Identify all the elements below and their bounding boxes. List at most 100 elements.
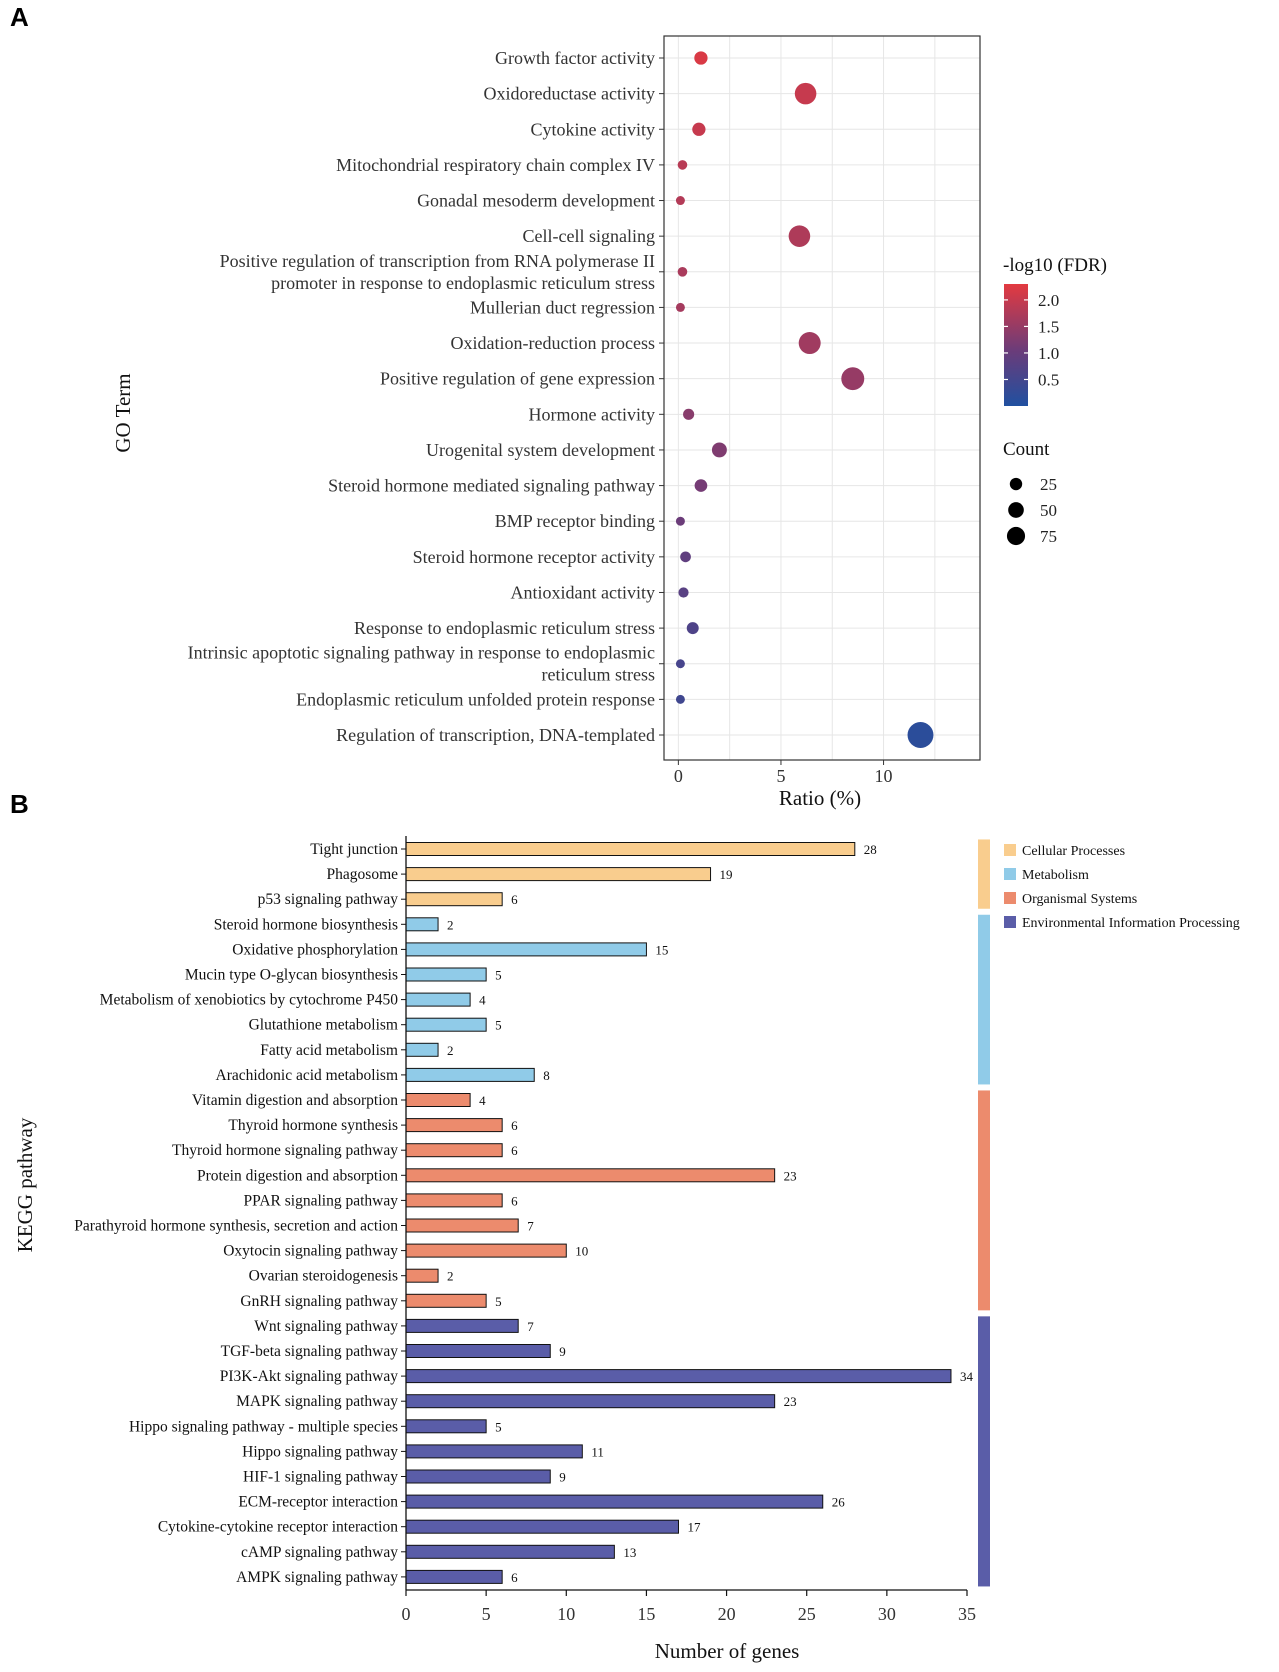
go-term-label: Endoplasmic reticulum unfolded protein r… (296, 689, 655, 709)
kegg-pathway-label: Cytokine-cytokine receptor interaction (158, 1519, 398, 1536)
kegg-pathway-label: Hippo signaling pathway - multiple speci… (129, 1418, 398, 1435)
go-term-label: Regulation of transcription, DNA-templat… (336, 725, 655, 745)
go-bubble (798, 332, 821, 355)
go-term-label: Growth factor activity (495, 48, 655, 68)
go-bubble (680, 551, 691, 563)
kegg-x-ticks: 0 5 10 15 20 25 30 35 (402, 1590, 976, 1624)
go-bubble (677, 160, 688, 170)
go-bubble (675, 659, 685, 669)
kegg-value-label: 2 (447, 1269, 454, 1284)
kegg-legend-label: Environmental Information Processing (1022, 916, 1240, 931)
go-term-labels: Growth factor activity Oxidoreductase act… (188, 48, 664, 745)
go-term-label: Oxidoreductase activity (484, 84, 655, 104)
count-legend-label: 75 (1040, 527, 1057, 546)
kegg-pathway-label: Phagosome (327, 866, 399, 883)
kegg-category-legend: Cellular Processes Metabolism Organismal S… (1004, 844, 1240, 931)
go-y-axis-title: GO Term (111, 373, 135, 452)
kegg-bar (405, 992, 471, 1007)
kegg-category-strip (978, 914, 990, 1085)
go-bubble-chart: Growth factor activity Oxidoreductase act… (111, 35, 1107, 810)
go-term-label: Mitochondrial respiratory chain complex … (336, 155, 655, 175)
kegg-legend-swatch (1004, 892, 1016, 904)
go-term-label: promoter in response to endoplasmic reti… (271, 273, 655, 293)
count-legend-dot (1008, 502, 1024, 518)
go-bubble (683, 408, 695, 420)
kegg-bar (405, 1118, 503, 1133)
kegg-x-tick-label: 0 (402, 1604, 411, 1624)
go-term-label: Antioxidant activity (511, 582, 655, 602)
kegg-value-label: 26 (832, 1495, 846, 1510)
kegg-bar (405, 1293, 487, 1308)
go-bubble (675, 302, 685, 312)
kegg-value-label: 7 (527, 1219, 534, 1234)
kegg-bar (405, 892, 503, 907)
kegg-pathway-label: ECM-receptor interaction (238, 1494, 398, 1511)
count-legend-label: 50 (1040, 501, 1057, 520)
kegg-pathway-label: Glutathione metabolism (249, 1017, 398, 1034)
kegg-pathway-label: MAPK signaling pathway (236, 1393, 398, 1410)
fdr-tick-label: 2.0 (1038, 291, 1059, 310)
go-term-label: Positive regulation of transcription fro… (220, 251, 655, 271)
kegg-pathway-label: Ovarian steroidogenesis (249, 1268, 398, 1285)
go-bubble (686, 622, 699, 635)
kegg-pathway-label: Oxidative phosphorylation (232, 941, 398, 958)
kegg-pathway-label: Protein digestion and absorption (197, 1167, 398, 1184)
go-x-tick-label: 0 (674, 766, 683, 786)
go-bubbles (675, 51, 934, 748)
kegg-pathway-label: Metabolism of xenobiotics by cytochrome … (100, 992, 399, 1009)
kegg-category-strip (978, 1090, 990, 1311)
kegg-bar (405, 1344, 551, 1358)
kegg-pathway-label: Arachidonic acid metabolism (216, 1067, 399, 1084)
kegg-bar (405, 1369, 952, 1384)
fdr-legend: -log10 (FDR) 2.0 1.5 1.0 0.5 (1003, 255, 1107, 406)
kegg-bar (405, 1519, 679, 1534)
kegg-bar (405, 1318, 519, 1333)
kegg-value-label: 28 (864, 842, 877, 857)
go-term-label: reticulum stress (542, 665, 655, 685)
count-legend-label: 25 (1040, 475, 1057, 494)
kegg-value-label: 7 (527, 1319, 534, 1334)
kegg-bar (405, 1168, 776, 1183)
kegg-pathway-label: HIF-1 signaling pathway (243, 1469, 398, 1486)
go-bubble (675, 196, 685, 206)
kegg-bar (405, 1469, 551, 1484)
kegg-bar (405, 917, 439, 932)
fdr-colorbar-ticks: 2.0 1.5 1.0 0.5 (1004, 291, 1059, 389)
kegg-pathway-label: Hippo signaling pathway (242, 1443, 398, 1460)
kegg-bar (405, 1494, 824, 1509)
kegg-pathway-label: GnRH signaling pathway (240, 1293, 398, 1310)
go-term-label: Urogenital system development (426, 440, 655, 460)
kegg-bar (405, 1218, 519, 1233)
kegg-bar (405, 1042, 439, 1057)
count-legend: Count 25 50 75 (1003, 439, 1057, 546)
count-legend-items: 25 50 75 (1006, 475, 1057, 546)
go-plot-border (663, 35, 981, 761)
go-term-label: Mullerian duct regression (470, 297, 655, 317)
kegg-value-label: 6 (511, 1193, 518, 1208)
kegg-bar (405, 1444, 583, 1459)
kegg-bar (405, 942, 647, 957)
kegg-value-label: 11 (591, 1444, 604, 1459)
kegg-value-label: 6 (511, 1570, 518, 1585)
go-term-label: Cell-cell signaling (523, 226, 655, 246)
go-gridlines (664, 36, 980, 760)
go-bubble (711, 442, 727, 458)
fdr-tick-label: 1.0 (1038, 344, 1059, 363)
go-term-label: BMP receptor binding (495, 511, 655, 531)
kegg-legend-swatch (1004, 916, 1016, 928)
go-term-label: Steroid hormone receptor activity (413, 547, 655, 567)
kegg-bar (405, 1193, 503, 1208)
kegg-bar (405, 1268, 439, 1283)
kegg-bar (405, 1143, 503, 1158)
kegg-value-label: 5 (495, 1018, 502, 1033)
fdr-tick-label: 1.5 (1038, 317, 1059, 336)
kegg-category-strip (978, 839, 990, 909)
go-bubble (788, 225, 811, 247)
go-bubble (675, 694, 685, 704)
go-x-tick-label: 5 (776, 766, 785, 786)
kegg-pathway-label: AMPK signaling pathway (236, 1569, 398, 1586)
kegg-bar (405, 1544, 615, 1559)
kegg-bar (405, 1017, 487, 1032)
